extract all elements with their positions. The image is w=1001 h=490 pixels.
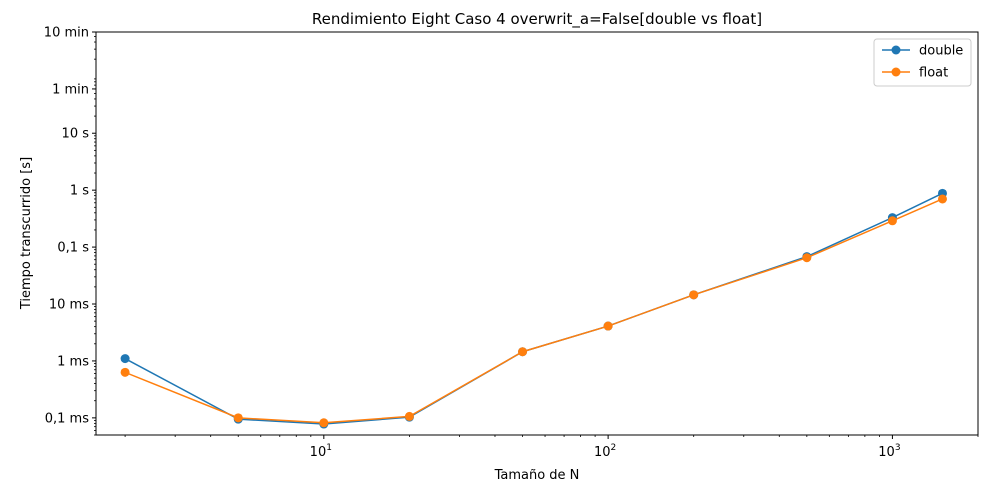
x-tick-base: 10 [878,445,895,460]
y-tick-label: 10 s [62,127,90,142]
legend-swatch-marker [891,45,901,55]
y-tick-label: 1 min [52,82,89,97]
x-tick-label: 102 [594,443,616,460]
chart-title: Rendimiento Eight Caso 4 overwrit_a=Fals… [312,10,762,29]
series-line-float [124,198,943,424]
data-point-float [937,194,947,204]
x-tick-exponent: 2 [611,443,617,453]
y-tick-label: 0,1 ms [45,411,89,426]
y-tick-label: 10 ms [49,298,89,313]
legend-swatch-marker [891,67,901,77]
data-point-double [120,354,130,364]
x-tick-label: 103 [878,443,900,460]
data-point-float [689,290,699,300]
y-tick-label: 10 min [44,26,89,41]
data-point-float [319,418,329,428]
data-point-float [233,413,243,423]
x-tick-label: 101 [310,443,332,460]
x-tick-base: 10 [594,445,611,460]
data-point-float [603,321,613,331]
plot-area [96,32,978,435]
data-point-float [518,347,528,357]
x-tick-exponent: 1 [326,443,332,453]
data-point-float [802,253,812,263]
data-point-float [404,411,414,421]
data-point-float [887,216,897,226]
y-axis-label: Tiempo transcurrido [s] [19,157,34,310]
legend: double float [873,38,972,87]
plot-frame [95,31,979,436]
y-tick-label: 1 ms [57,354,89,369]
series-layer [120,188,947,429]
data-point-float [120,367,130,377]
y-tick-label: 1 s [70,184,89,199]
x-tick-exponent: 3 [895,443,901,453]
x-axis-label: Tamaño de N [494,468,580,483]
y-axis: 0,1 ms 1 ms 10 ms 0,1 s 1 s 10 s 1 min 10 min [44,26,96,436]
legend-label: float [919,66,948,81]
y-tick-label: 0,1 s [57,241,89,256]
legend-label: double [919,44,963,59]
x-axis: 101 102 103 [124,435,979,460]
x-tick-base: 10 [310,445,327,460]
